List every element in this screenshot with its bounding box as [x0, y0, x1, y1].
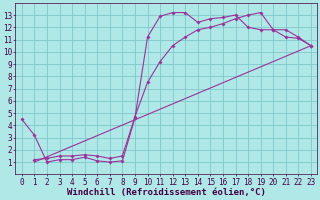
X-axis label: Windchill (Refroidissement éolien,°C): Windchill (Refroidissement éolien,°C): [67, 188, 266, 197]
